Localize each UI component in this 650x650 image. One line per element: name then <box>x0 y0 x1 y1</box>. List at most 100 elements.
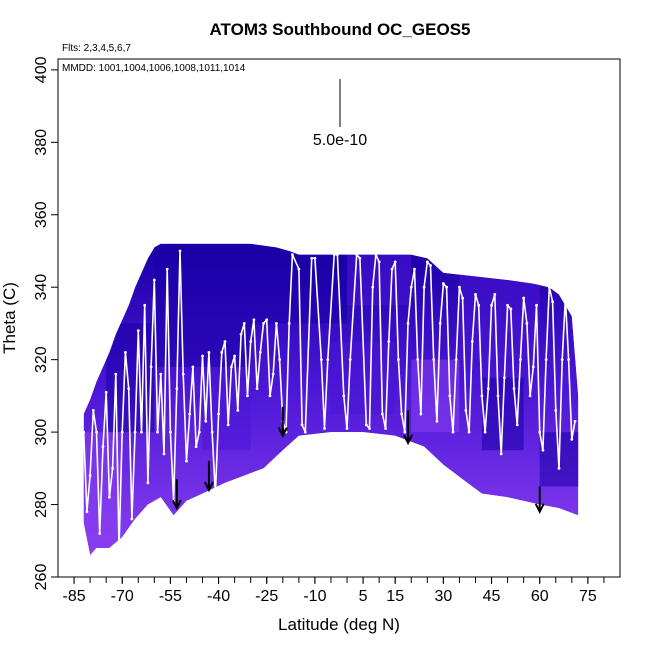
flight-track-point <box>310 256 314 260</box>
flight-track-point <box>474 293 477 296</box>
flight-track-point <box>297 267 301 271</box>
y-tick-label: 300 <box>33 419 50 446</box>
flight-track-point <box>567 358 571 362</box>
flight-track-point <box>246 394 249 398</box>
flight-track-point <box>332 253 336 257</box>
flight-track-point <box>480 394 484 398</box>
arrow-head <box>403 434 413 446</box>
flight-track-point <box>393 260 397 264</box>
flight-track-point <box>271 372 275 376</box>
flight-track-point <box>364 423 368 427</box>
y-tick-label: 360 <box>33 201 50 228</box>
flight-track-point <box>441 282 445 285</box>
flight-track-point <box>120 430 124 434</box>
flight-track-point <box>345 427 349 430</box>
flight-track-point <box>355 253 359 257</box>
flight-track-point <box>390 267 394 271</box>
flight-track-point <box>519 358 522 362</box>
flight-track-point <box>371 285 375 289</box>
plot-frame <box>57 58 621 578</box>
flight-track-point <box>509 307 513 311</box>
flight-track-point <box>146 481 150 485</box>
flight-track-point <box>377 260 381 264</box>
y-tick-label: 280 <box>33 491 50 518</box>
flight-track-point <box>547 285 551 289</box>
arrow-head <box>204 481 214 493</box>
flight-track-point <box>560 358 564 362</box>
flight-track-point <box>557 466 561 470</box>
flight-track-point <box>342 394 346 398</box>
flight-track-point <box>525 322 529 325</box>
flight-track-point <box>419 412 423 416</box>
chart-title: ATOM3 Southbound OC_GEOS5 <box>210 20 471 39</box>
flight-track-point <box>326 358 330 362</box>
flight-track-point <box>445 285 448 289</box>
flight-track-point <box>114 372 118 376</box>
y-axis-label: Theta (C) <box>0 282 19 354</box>
flight-track-point <box>403 430 407 434</box>
flight-track-point <box>268 394 272 398</box>
flight-track-point <box>374 253 378 257</box>
x-tick-label: 45 <box>483 588 501 605</box>
flight-track-point <box>358 256 362 260</box>
flight-track-point <box>188 412 192 416</box>
flight-track-point <box>191 365 195 369</box>
flight-track-point <box>175 387 179 391</box>
x-axis: -85 -70 -55 -40 -25 -10 5 15 30 45 60 75 <box>62 577 605 605</box>
flight-track-point <box>477 303 481 307</box>
arrow-head <box>534 503 545 515</box>
flight-track-point <box>220 351 224 354</box>
x-tick-label: -85 <box>62 588 85 605</box>
x-tick-label: -25 <box>255 588 278 605</box>
flight-track-point <box>303 430 307 434</box>
arrow-head <box>171 499 182 511</box>
flight-track-point <box>409 285 413 289</box>
flight-track-point <box>541 448 545 452</box>
flight-track-point <box>573 419 577 423</box>
flight-track-point <box>278 358 281 362</box>
flight-track-point <box>335 253 339 257</box>
flight-track-point <box>274 322 278 325</box>
flight-track-point <box>458 285 461 289</box>
x-tick-label: -40 <box>207 588 230 605</box>
flight-track-point <box>400 412 404 416</box>
scale-bar: 5.0e-10 <box>313 79 367 149</box>
y-tick-label: 400 <box>33 56 50 83</box>
flight-track-point <box>499 452 503 456</box>
y-tick-label: 340 <box>33 274 50 301</box>
flight-track-point <box>197 430 201 434</box>
flight-track-point <box>535 303 538 307</box>
arrow-markers <box>171 406 545 515</box>
flight-track-point <box>91 408 95 412</box>
flight-track-point <box>149 365 153 369</box>
x-tick-label: 75 <box>579 588 597 605</box>
flight-track-point <box>130 517 134 521</box>
dates-note: MMDD: 1001,1004,1006,1008,1011,1014 <box>62 63 246 74</box>
flight-track-point <box>451 430 455 434</box>
y-tick-label: 320 <box>33 346 50 373</box>
flight-track-point <box>201 354 204 358</box>
flight-track-point <box>384 427 387 430</box>
flight-track-point <box>416 358 420 362</box>
flight-track-point <box>313 256 317 260</box>
flight-track-point <box>230 365 233 369</box>
flight-track-point <box>117 546 121 550</box>
flight-track-point <box>226 423 230 427</box>
flight-track-point <box>85 510 89 514</box>
flight-track-point <box>506 303 509 307</box>
flight-track-point <box>348 358 352 362</box>
flight-track-point <box>528 394 532 398</box>
x-tick-label: -70 <box>111 588 134 605</box>
flight-track-point <box>262 322 265 325</box>
flight-track-point <box>213 492 217 496</box>
flight-track-point <box>156 430 159 434</box>
flight-track-point <box>554 408 558 412</box>
flight-track-point <box>252 318 256 322</box>
flight-track-point <box>438 322 442 325</box>
flight-track-point <box>319 358 323 362</box>
flight-track-point <box>502 376 506 380</box>
y-axis: 260 280 300 320 340 360 380 400 <box>33 56 58 590</box>
flight-track-point <box>435 419 439 423</box>
flight-track-point <box>133 430 137 434</box>
x-tick-label: 60 <box>531 588 549 605</box>
